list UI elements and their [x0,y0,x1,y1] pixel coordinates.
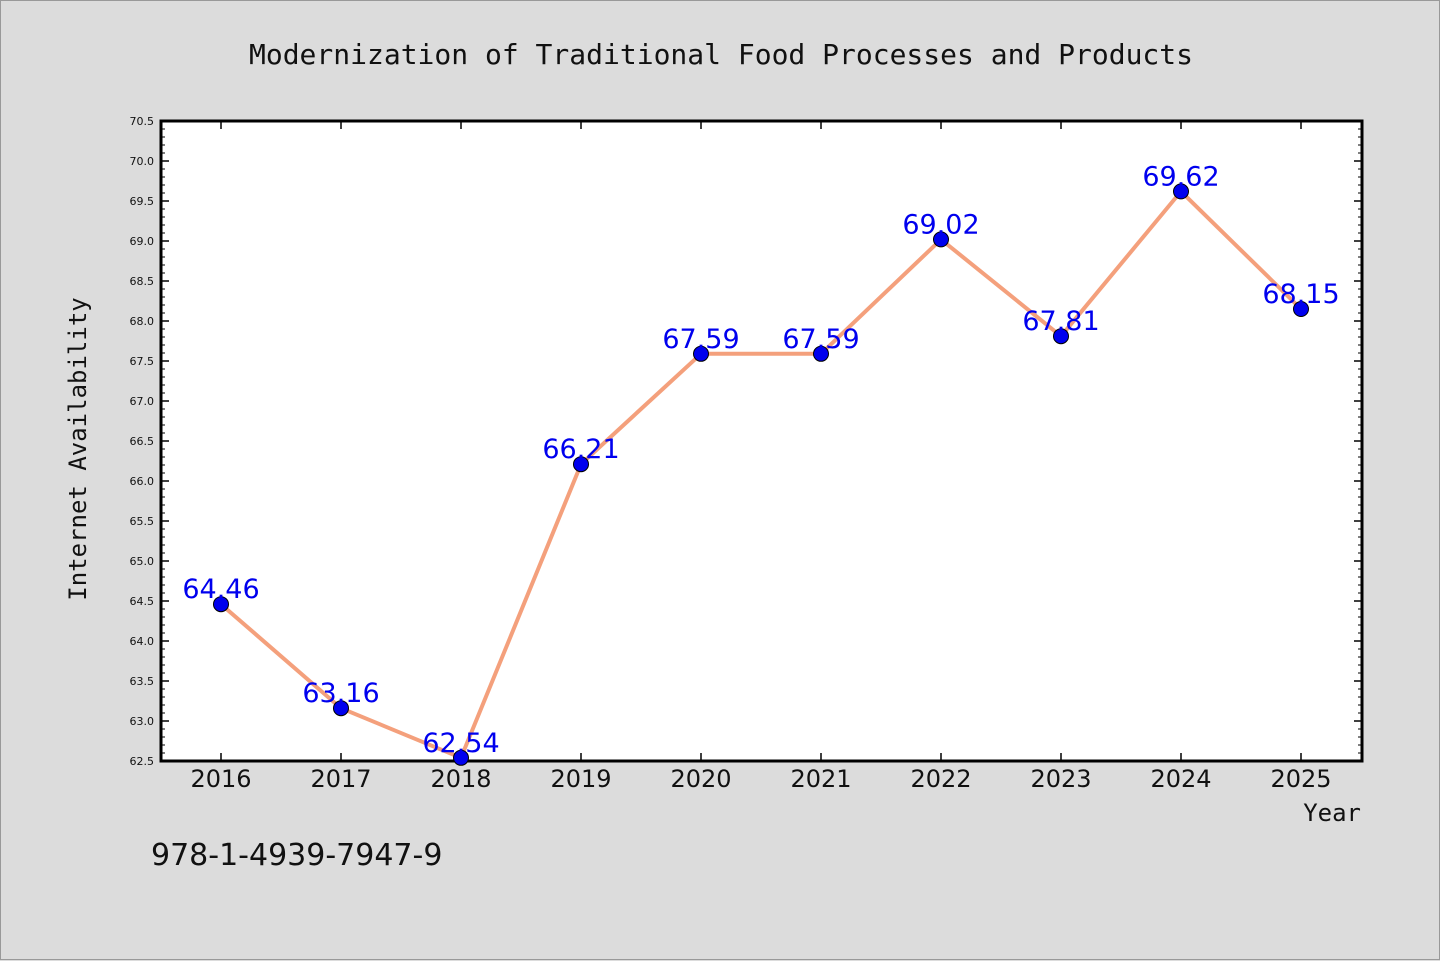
y-tick-label: 62.5 [130,755,155,768]
data-point [333,700,349,717]
data-point [1173,183,1189,200]
data-labels: 64.46 63.16 62.54 66.21 67.59 67.59 69.02 67.81… [182,161,1339,758]
data-point [933,231,949,248]
data-label: 67.81 [1022,306,1099,337]
data-point [693,345,709,362]
x-tick-label: 2025 [1270,765,1331,793]
plot-area [159,119,1364,763]
data-label: 67.59 [662,324,739,355]
x-axis-label: Year [1303,799,1361,827]
data-label: 62.54 [422,728,499,759]
y-tick-label: 69.5 [130,195,155,208]
x-tick-label: 2021 [790,765,851,793]
y-tick-label: 64.0 [130,635,155,648]
x-tick-label: 2019 [550,765,611,793]
data-label: 64.46 [182,574,259,605]
y-tick-label: 66.0 [130,475,155,488]
data-label: 63.16 [302,678,379,709]
data-point [1053,328,1069,345]
x-tick-label: 2022 [910,765,971,793]
y-tick-label: 68.5 [130,275,155,288]
y-axis-label: Internet Availability [64,297,92,600]
y-tick-label: 70.0 [130,155,155,168]
y-tick-label: 67.0 [130,395,155,408]
series-line [219,189,1303,760]
data-point [453,749,469,766]
isbn-annotation: 978-1-4939-7947-9 [151,838,442,873]
x-tick-label: 2018 [430,765,491,793]
data-label: 69.02 [902,209,979,240]
x-axis: 2016 2017 2018 2019 2020 2021 2022 2023 2024 2025 [190,121,1332,793]
y-tick-label: 65.5 [130,515,155,528]
y-tick-label: 70.5 [130,115,155,128]
data-label: 68.15 [1262,279,1339,310]
series-polyline [219,189,1303,760]
x-tick-label: 2024 [1150,765,1211,793]
data-point [573,456,589,473]
y-axis: 62.5 63.0 63.5 64.0 64.5 65.0 65.5 66.0 66.5 67.0… [130,115,1362,768]
data-label: 66.21 [542,434,619,465]
chart-title: Modernization of Traditional Food Proces… [249,38,1193,71]
data-label: 67.59 [782,324,859,355]
series-markers [213,183,1309,766]
x-tick-label: 2016 [190,765,251,793]
y-tick-label: 68.0 [130,315,155,328]
data-label: 69.62 [1142,161,1219,192]
y-tick-label: 63.0 [130,715,155,728]
y-tick-label: 69.0 [130,235,155,248]
y-tick-label: 67.5 [130,355,155,368]
data-point [813,345,829,362]
data-point [213,596,229,613]
data-point [1293,301,1309,317]
y-tick-label: 66.5 [130,435,155,448]
y-tick-label: 65.0 [130,555,155,568]
x-tick-label: 2017 [310,765,371,793]
y-tick-label: 63.5 [130,675,155,688]
y-tick-label: 64.5 [130,595,155,608]
x-tick-label: 2020 [670,765,731,793]
x-tick-label: 2023 [1030,765,1091,793]
